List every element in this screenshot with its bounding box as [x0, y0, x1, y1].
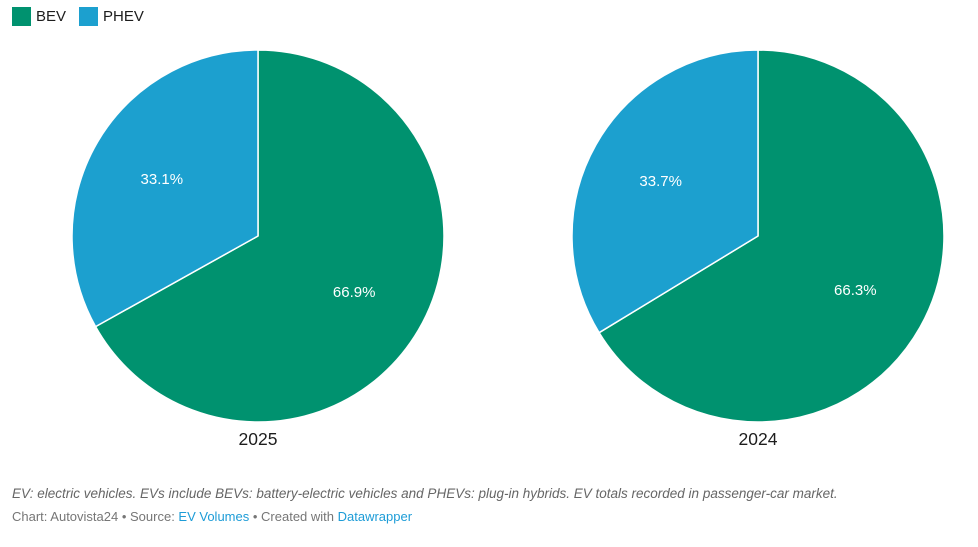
- credits-line: Chart: Autovista24 • Source: EV Volumes …: [12, 509, 412, 524]
- pie-title-2024: 2024: [738, 429, 778, 449]
- pie-2024: 66.3% 33.7%: [571, 49, 945, 423]
- slice-label-phev: 33.7%: [639, 173, 682, 190]
- source-link[interactable]: EV Volumes: [178, 509, 250, 524]
- pie-slice-bev[interactable]: [94, 49, 445, 423]
- credits-chart-source-text: Chart: Autovista24 • Source:: [12, 509, 179, 524]
- slice-label-bev: 66.9%: [333, 284, 376, 301]
- pie-slice-phev[interactable]: [71, 49, 259, 328]
- datawrapper-link[interactable]: Datawrapper: [337, 509, 413, 524]
- legend-item-phev: PHEV: [79, 7, 144, 26]
- pie-slice-phev[interactable]: [571, 49, 759, 334]
- footer-note: EV: electric vehicles. EVs include BEVs:…: [12, 486, 838, 501]
- legend-label-phev: PHEV: [103, 8, 144, 25]
- legend-item-bev: BEV: [12, 7, 66, 26]
- slice-label-bev: 66.3%: [834, 282, 877, 299]
- legend: BEV PHEV: [12, 7, 144, 26]
- legend-label-bev: BEV: [36, 8, 67, 25]
- legend-swatch-phev: [79, 7, 99, 26]
- pie-2025: 66.9% 33.1%: [71, 49, 445, 423]
- slice-label-phev: 33.1%: [141, 171, 184, 188]
- legend-swatch-bev: [12, 7, 31, 26]
- pie-title-2025: 2025: [238, 429, 278, 449]
- credits-created-with-text: • Created with: [249, 509, 338, 524]
- pie-slice-bev[interactable]: [598, 49, 945, 423]
